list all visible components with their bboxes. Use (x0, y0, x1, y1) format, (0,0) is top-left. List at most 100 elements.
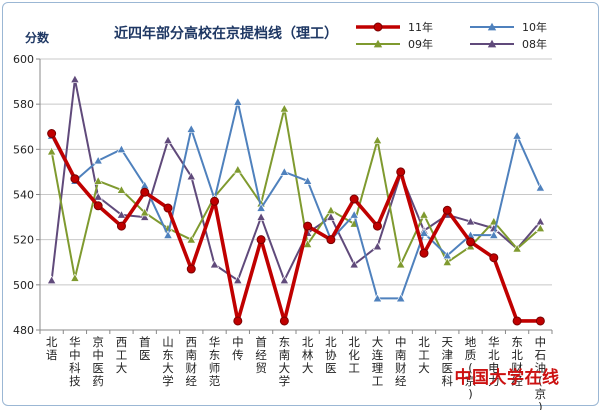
y-tick-label: 520 (13, 234, 34, 247)
x-tick-label: 华中科技 (69, 335, 81, 388)
point-09年 (140, 207, 150, 217)
point-11年 (186, 264, 196, 274)
point-11年 (489, 253, 499, 263)
point-08年 (186, 171, 196, 181)
point-11年 (256, 235, 266, 245)
series-line-10年 (50, 100, 542, 300)
legend-item-11年: 11年 (356, 20, 433, 34)
point-08年 (372, 241, 383, 251)
point-09年 (326, 205, 336, 214)
point-09年 (396, 259, 406, 269)
point-11年 (93, 201, 103, 211)
point-08年 (256, 212, 266, 221)
point-11年 (210, 196, 220, 206)
point-10年 (256, 203, 266, 212)
point-08年 (116, 210, 127, 219)
point-09年 (535, 223, 546, 233)
x-tick-label: 北林大 (302, 335, 314, 375)
y-tick-label: 540 (13, 189, 34, 202)
x-tick-label: 地质(京) (465, 335, 477, 401)
gridlines (40, 58, 552, 331)
x-tick-label: 山东大学 (162, 335, 174, 388)
point-09年 (302, 239, 313, 248)
y-axis-label: 分数 (25, 30, 50, 45)
point-08年 (209, 259, 220, 269)
x-tick-label: 中南财经 (395, 335, 407, 388)
point-08年 (279, 275, 290, 284)
legend-item-08年: 08年 (470, 37, 547, 51)
point-11年 (396, 167, 406, 177)
x-tick-label: 中传 (232, 335, 244, 362)
point-09年 (372, 135, 383, 144)
point-09年 (70, 273, 80, 282)
point-11年 (279, 316, 289, 326)
y-tick-label: 600 (13, 53, 34, 66)
point-10年 (489, 230, 499, 239)
point-11年 (303, 221, 313, 231)
point-10年 (302, 176, 313, 185)
point-09年 (93, 176, 103, 185)
legend-item-10年: 10年 (470, 20, 547, 34)
point-11年 (163, 203, 173, 213)
point-10年 (233, 97, 243, 106)
x-tick-label: 北协医 (325, 335, 337, 375)
legend-marker (373, 22, 383, 32)
x-tick-label: 华东师范 (209, 335, 221, 388)
point-09年 (419, 210, 429, 219)
x-tick-label: 西南财经 (186, 335, 198, 388)
point-11年 (466, 237, 476, 247)
point-10年 (372, 293, 383, 303)
x-tick-label: 西工大 (116, 335, 128, 375)
point-10年 (396, 293, 406, 303)
point-11年 (512, 316, 522, 326)
y-tick-label: 480 (13, 324, 34, 337)
point-11年 (419, 248, 429, 258)
point-08年 (70, 74, 80, 83)
point-09年 (442, 257, 452, 266)
point-11年 (233, 316, 243, 326)
point-08年 (326, 212, 336, 221)
point-11年 (372, 221, 382, 231)
x-tick-label: 东南大学 (279, 335, 291, 388)
point-10年 (535, 182, 546, 192)
legend-marker (373, 39, 383, 48)
x-tick-label: 北语 (46, 335, 58, 362)
x-tick-label: 首医 (139, 335, 151, 362)
point-08年 (140, 212, 150, 221)
point-10年 (442, 250, 452, 260)
legend-label: 08年 (522, 37, 547, 51)
x-tick-label: 北工大 (418, 335, 430, 375)
plot-area (46, 74, 546, 326)
point-11年 (140, 187, 150, 197)
legend: 11年 10年 09年 08年 (356, 20, 547, 51)
point-11年 (442, 205, 452, 215)
point-10年 (419, 228, 429, 237)
point-08年 (349, 259, 359, 269)
point-10年 (93, 155, 103, 165)
point-08年 (465, 216, 476, 226)
x-tick-label: 东北财经 (511, 335, 523, 388)
point-10年 (279, 167, 290, 176)
point-09年 (279, 103, 290, 113)
x-tick-label: 京中医药 (92, 335, 104, 388)
point-11年 (326, 235, 336, 245)
axes (36, 58, 553, 334)
point-11年 (349, 194, 359, 204)
legend-marker (487, 39, 497, 48)
legend-item-09年: 09年 (356, 37, 433, 51)
chart-title: 近四年部分高校在京提档线（理工） (114, 25, 338, 42)
point-10年 (512, 130, 522, 140)
point-08年 (233, 275, 243, 284)
legend-label: 11年 (408, 20, 433, 34)
point-09年 (186, 234, 196, 244)
point-09年 (116, 185, 127, 194)
x-tick-label: 天津医科 (442, 335, 454, 388)
x-tick-label: 北化工 (348, 335, 360, 375)
y-tick-label: 580 (13, 98, 34, 111)
legend-label: 09年 (408, 37, 433, 51)
point-11年 (70, 174, 80, 184)
y-tick-label: 500 (13, 279, 34, 292)
watermark: 中国大学在线 (455, 367, 560, 388)
point-10年 (349, 210, 359, 219)
